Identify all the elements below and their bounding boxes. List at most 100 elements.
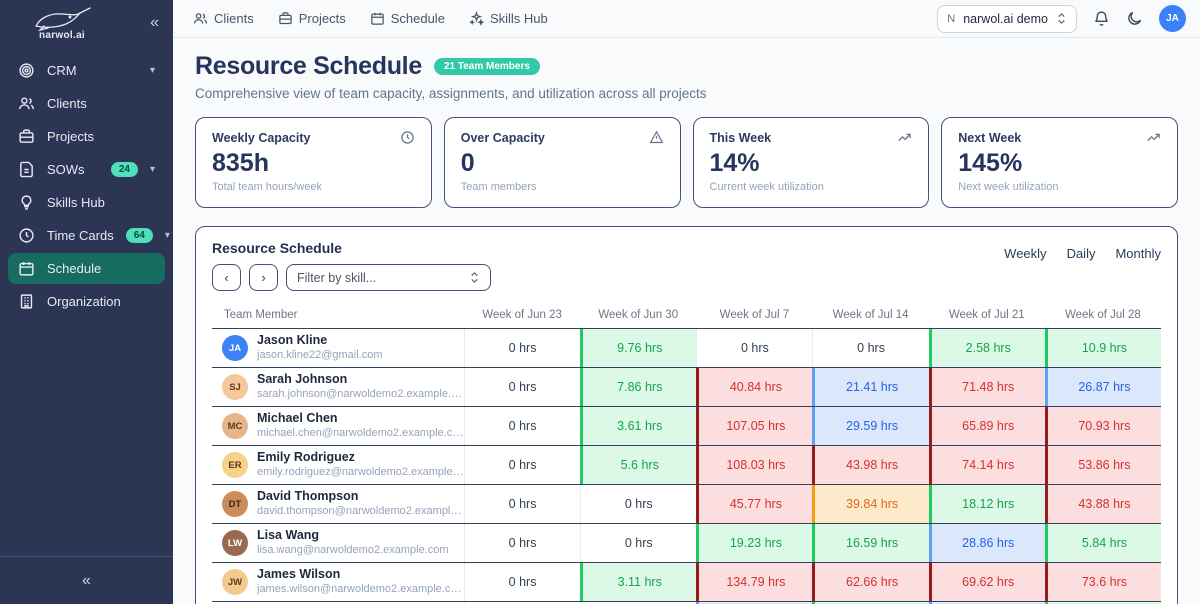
hours-cell[interactable]: 62.66 hrs bbox=[812, 563, 929, 601]
org-select[interactable]: N narwol.ai demo bbox=[937, 4, 1077, 33]
sidebar-collapse-icon[interactable]: « bbox=[82, 571, 91, 589]
view-switcher: Weekly Daily Monthly bbox=[1004, 246, 1161, 261]
hours-cell[interactable] bbox=[928, 602, 1045, 604]
team-member-cell[interactable]: JW James Wilson james.wilson@narwoldemo2.… bbox=[212, 563, 464, 601]
hours-cell[interactable]: 5.84 hrs bbox=[1044, 524, 1161, 562]
hours-cell[interactable]: 9.76 hrs bbox=[580, 329, 697, 367]
team-member-cell[interactable]: JA Jason Kline jason.kline22@gmail.com bbox=[212, 329, 464, 367]
topnav-schedule[interactable]: Schedule bbox=[360, 5, 455, 32]
hours-cell[interactable]: 3.11 hrs bbox=[580, 563, 697, 601]
topnav-skills-hub[interactable]: Skills Hub bbox=[459, 5, 558, 32]
hours-cell[interactable]: 0 hrs bbox=[464, 368, 580, 406]
hours-cell[interactable]: 43.88 hrs bbox=[1044, 485, 1161, 523]
hours-cell[interactable]: 134.79 hrs bbox=[696, 563, 813, 601]
hours-cell[interactable]: 70.93 hrs bbox=[1044, 407, 1161, 445]
hours-cell[interactable] bbox=[812, 602, 929, 604]
hours-cell[interactable]: 0 hrs bbox=[464, 524, 580, 562]
hours-cell[interactable]: 21.41 hrs bbox=[812, 368, 929, 406]
hours-cell[interactable]: 0 hrs bbox=[464, 329, 580, 367]
next-week-button[interactable]: › bbox=[249, 264, 278, 291]
hours-cell[interactable] bbox=[1044, 602, 1161, 604]
view-daily[interactable]: Daily bbox=[1066, 246, 1096, 261]
sidebar-item-organization[interactable]: Organization bbox=[8, 286, 165, 317]
hours-cell[interactable]: 0 hrs bbox=[464, 485, 580, 523]
hours-cell[interactable]: 19.23 hrs bbox=[696, 524, 813, 562]
hours-cell[interactable]: 26.87 hrs bbox=[1044, 368, 1161, 406]
hours-cell[interactable]: 0 hrs bbox=[464, 563, 580, 601]
sidebar-item-schedule[interactable]: Schedule bbox=[8, 253, 165, 284]
hours-cell[interactable]: 43.98 hrs bbox=[812, 446, 929, 484]
sidebar-item-time-cards[interactable]: Time Cards 64 ▾ bbox=[8, 220, 170, 251]
table-header: Team Member Week of Jun 23 Week of Jun 3… bbox=[212, 301, 1161, 329]
hours-cell[interactable]: 0 hrs bbox=[464, 446, 580, 484]
skill-filter-select[interactable]: Filter by skill... bbox=[286, 264, 491, 291]
hours-cell[interactable]: 5.6 hrs bbox=[580, 446, 697, 484]
table-row: DT David Thompson david.thompson@narwolde… bbox=[212, 485, 1161, 524]
hours-cell[interactable]: 16.59 hrs bbox=[812, 524, 929, 562]
team-member-cell[interactable]: MC Michael Chen michael.chen@narwoldemo2.… bbox=[212, 407, 464, 445]
hours-cell[interactable]: 29.59 hrs bbox=[812, 407, 929, 445]
member-name: James Wilson bbox=[257, 567, 341, 582]
sidebar-item-clients[interactable]: Clients bbox=[8, 88, 165, 119]
member-name: Michael Chen bbox=[257, 411, 338, 426]
main-content: Resource Schedule 21 Team Members Compre… bbox=[173, 38, 1200, 604]
member-name: Lisa Wang bbox=[257, 528, 320, 543]
hours-cell[interactable]: 0 hrs bbox=[580, 524, 696, 562]
hours-cell[interactable]: 0 hrs bbox=[812, 329, 928, 367]
sidebar-item-skills-hub[interactable]: Skills Hub bbox=[8, 187, 165, 218]
brand-logo[interactable]: narwol.ai bbox=[30, 6, 94, 41]
hours-cell[interactable]: 39.84 hrs bbox=[812, 485, 929, 523]
trending-up-icon bbox=[1147, 133, 1160, 142]
hours-cell[interactable]: 53.86 hrs bbox=[1044, 446, 1161, 484]
topnav-projects[interactable]: Projects bbox=[268, 5, 356, 32]
hours-cell[interactable]: 71.48 hrs bbox=[928, 368, 1045, 406]
sidebar-item-sows[interactable]: SOWs 24 ▾ bbox=[8, 154, 165, 185]
hours-cell[interactable]: 69.62 hrs bbox=[928, 563, 1045, 601]
hours-cell[interactable]: 7.86 hrs bbox=[580, 368, 697, 406]
hours-cell[interactable] bbox=[696, 602, 813, 604]
hours-cell[interactable] bbox=[464, 602, 580, 604]
hours-cell[interactable]: 65.89 hrs bbox=[928, 407, 1045, 445]
chevron-down-icon: ▾ bbox=[149, 65, 155, 76]
stat-this-week: This Week 14% Current week utilization bbox=[692, 117, 930, 208]
col-week-3: Week of Jul 7 bbox=[719, 308, 790, 321]
view-weekly[interactable]: Weekly bbox=[1004, 246, 1047, 261]
sidebar-item-projects[interactable]: Projects bbox=[8, 121, 165, 152]
hours-cell[interactable]: 74.14 hrs bbox=[928, 446, 1045, 484]
dark-mode-toggle[interactable] bbox=[1126, 10, 1143, 27]
hours-cell[interactable]: 107.05 hrs bbox=[696, 407, 813, 445]
team-member-cell[interactable]: DT David Thompson david.thompson@narwolde… bbox=[212, 485, 464, 523]
hours-cell[interactable]: 0 hrs bbox=[696, 329, 812, 367]
hours-cell[interactable]: 2.58 hrs bbox=[928, 329, 1045, 367]
prev-week-button[interactable]: ‹ bbox=[212, 264, 241, 291]
brand-name: narwol.ai bbox=[38, 30, 86, 41]
hours-cell[interactable]: 73.6 hrs bbox=[1044, 563, 1161, 601]
page-title: Resource Schedule bbox=[195, 52, 422, 80]
stat-over-capacity: Over Capacity 0 Team members bbox=[443, 117, 681, 208]
hours-cell[interactable]: 108.03 hrs bbox=[696, 446, 813, 484]
user-avatar[interactable]: JA bbox=[1159, 5, 1186, 32]
notifications-button[interactable] bbox=[1093, 10, 1110, 27]
member-name: Jason Kline bbox=[257, 333, 328, 348]
hours-cell[interactable]: 3.61 hrs bbox=[580, 407, 697, 445]
team-member-cell[interactable]: LW Lisa Wang lisa.wang@narwoldemo2.exampl… bbox=[212, 524, 464, 562]
view-monthly[interactable]: Monthly bbox=[1115, 246, 1161, 261]
hours-cell[interactable]: 0 hrs bbox=[464, 407, 580, 445]
chevron-down-icon: ▾ bbox=[149, 164, 155, 175]
topnav-clients[interactable]: Clients bbox=[183, 5, 264, 32]
hours-cell[interactable]: 0 hrs bbox=[580, 485, 696, 523]
sidebar-item-crm[interactable]: CRM ▾ bbox=[8, 55, 165, 86]
hours-cell[interactable]: 28.86 hrs bbox=[928, 524, 1045, 562]
member-name: David Thompson bbox=[257, 489, 359, 504]
narwhal-logo-icon bbox=[35, 7, 91, 32]
org-prefix: N bbox=[947, 12, 956, 25]
hours-cell[interactable]: 18.12 hrs bbox=[928, 485, 1045, 523]
hours-cell[interactable]: 10.9 hrs bbox=[1044, 329, 1161, 367]
team-member-cell[interactable]: SJ Sarah Johnson sarah.johnson@narwoldemo… bbox=[212, 368, 464, 406]
team-member-cell[interactable]: ER Emily Rodriguez emily.rodriguez@narwol… bbox=[212, 446, 464, 484]
hours-cell[interactable] bbox=[580, 602, 696, 604]
sidebar-collapse-icon[interactable]: « bbox=[150, 14, 159, 31]
table-row: MC Michael Chen michael.chen@narwoldemo2.… bbox=[212, 407, 1161, 446]
hours-cell[interactable]: 40.84 hrs bbox=[696, 368, 813, 406]
hours-cell[interactable]: 45.77 hrs bbox=[696, 485, 813, 523]
